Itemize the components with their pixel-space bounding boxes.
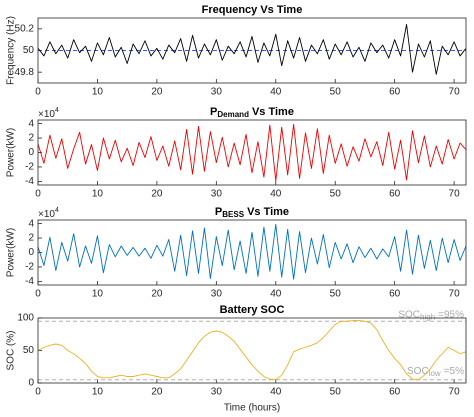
series-line	[38, 123, 466, 182]
exponent-label: ×104	[38, 207, 59, 220]
x-tick-label: 70	[449, 87, 461, 98]
x-tick-label: 20	[151, 87, 163, 98]
plot-area	[38, 223, 466, 280]
x-tick-label: 40	[270, 189, 282, 200]
exponent-power: 4	[55, 107, 59, 114]
series-line	[38, 24, 466, 75]
y-axis-label: SOC (%)	[6, 331, 17, 371]
reference-label-sub: high	[420, 312, 435, 321]
x-tick-label: 40	[270, 289, 282, 300]
axes-frame	[37, 219, 467, 286]
y-tick-label: -4	[25, 276, 34, 287]
x-tick-label: 0	[35, 387, 41, 398]
chart-title: Frequency Vs Time	[202, 4, 303, 16]
x-tick-label: 60	[389, 189, 401, 200]
exponent-power: 4	[55, 207, 59, 214]
x-tick-label: 20	[151, 189, 163, 200]
chart-title: Battery SOC	[220, 304, 285, 316]
x-tick-label: 60	[389, 387, 401, 398]
x-tick-label: 0	[35, 189, 41, 200]
exponent-base: ×10	[38, 209, 55, 220]
y-axis-label: Frequency (Hz)	[6, 16, 17, 85]
series-line	[38, 223, 466, 280]
x-tick-label: 40	[270, 87, 282, 98]
y-tick-label: 50	[23, 345, 35, 356]
reference-label-main: SOC	[398, 309, 420, 320]
series-line	[38, 320, 466, 381]
x-axis-label: Time (hours)	[224, 403, 280, 414]
y-tick-label: 4	[28, 218, 34, 229]
chart-title: PBESS Vs Time	[215, 206, 289, 219]
reference-label: SOClow =5%	[407, 365, 464, 377]
exponent-base: ×10	[38, 109, 55, 120]
reference-label-sub: low	[429, 369, 441, 378]
y-tick-label: -2	[25, 162, 34, 173]
chart-title-main: P	[215, 206, 222, 218]
chart-title-suffix: Vs Time	[252, 106, 294, 118]
x-tick-label: 20	[151, 387, 163, 398]
x-tick-label: 50	[330, 387, 342, 398]
x-tick-label: 50	[330, 189, 342, 200]
y-tick-label: 50.2	[15, 23, 35, 34]
y-tick-label: 100	[17, 313, 34, 324]
x-tick-label: 0	[35, 87, 41, 98]
chart-title-sub: BESS	[222, 210, 244, 219]
chart-title-sub: Demand	[217, 110, 249, 119]
reference-label: SOChigh =95%	[398, 309, 464, 321]
y-tick-label: -2	[25, 262, 34, 273]
exponent-label: ×104	[38, 107, 59, 120]
axes-frame	[37, 119, 467, 186]
y-tick-label: 0	[28, 247, 34, 258]
reference-label-suffix: =95%	[438, 309, 464, 320]
x-tick-label: 0	[35, 289, 41, 300]
y-axis-label: Power(kW)	[6, 228, 17, 277]
x-tick-label: 70	[449, 289, 461, 300]
x-tick-label: 30	[211, 87, 223, 98]
y-tick-label: 49.8	[15, 67, 35, 78]
x-tick-label: 30	[211, 387, 223, 398]
plot-area	[38, 320, 466, 381]
axes-frame	[37, 17, 467, 84]
x-tick-label: 40	[270, 387, 282, 398]
x-tick-label: 30	[211, 289, 223, 300]
x-tick-label: 20	[151, 289, 163, 300]
plot-area	[38, 24, 466, 75]
y-tick-label: 2	[28, 133, 34, 144]
y-tick-label: 2	[28, 233, 34, 244]
y-axis-label: Power(kW)	[6, 128, 17, 177]
y-tick-label: 4	[28, 118, 34, 129]
reference-label-main: SOC	[407, 365, 429, 376]
chart-title-main: P	[210, 106, 217, 118]
x-tick-label: 50	[330, 289, 342, 300]
y-tick-label: -4	[25, 176, 34, 187]
x-tick-label: 70	[449, 387, 461, 398]
x-tick-label: 10	[92, 87, 104, 98]
chart-title: PDemand Vs Time	[210, 106, 294, 119]
x-tick-label: 60	[389, 289, 401, 300]
x-tick-label: 10	[92, 189, 104, 200]
x-tick-label: 10	[92, 387, 104, 398]
chart-title-suffix: Vs Time	[247, 206, 289, 218]
x-tick-label: 70	[449, 189, 461, 200]
y-tick-label: 0	[28, 378, 34, 389]
x-tick-label: 60	[389, 87, 401, 98]
axes-frame	[37, 317, 467, 384]
y-tick-label: 50	[23, 45, 35, 56]
x-tick-label: 30	[211, 189, 223, 200]
x-tick-label: 50	[330, 87, 342, 98]
plot-area	[38, 123, 466, 182]
reference-label-suffix: =5%	[444, 365, 464, 376]
x-tick-label: 10	[92, 289, 104, 300]
y-tick-label: 0	[28, 147, 34, 158]
